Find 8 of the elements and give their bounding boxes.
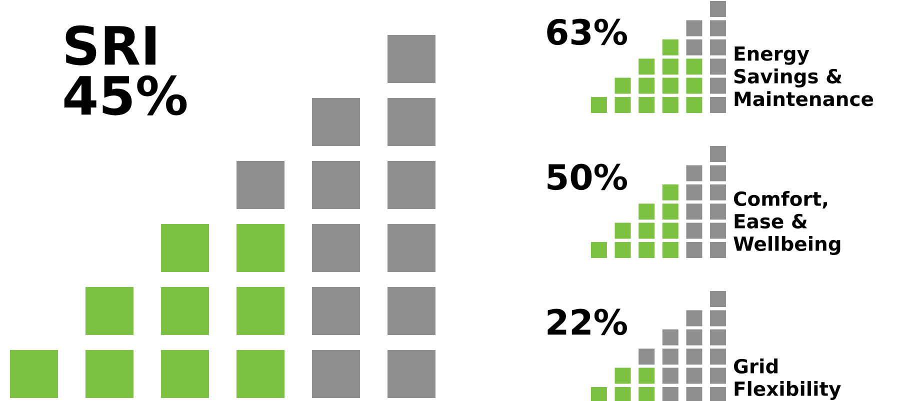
data-label: 45% (64, 75, 187, 116)
data-label: 22% (548, 308, 628, 336)
text: Energy Savings & Maintenance (734, 46, 874, 106)
text: Grid Flexibility (734, 358, 841, 400)
text: Comfort, Ease & Wellbeing (734, 191, 840, 255)
data-label: 50% (548, 164, 628, 190)
data-label: 63% (547, 18, 628, 46)
text: SRI (66, 25, 156, 66)
